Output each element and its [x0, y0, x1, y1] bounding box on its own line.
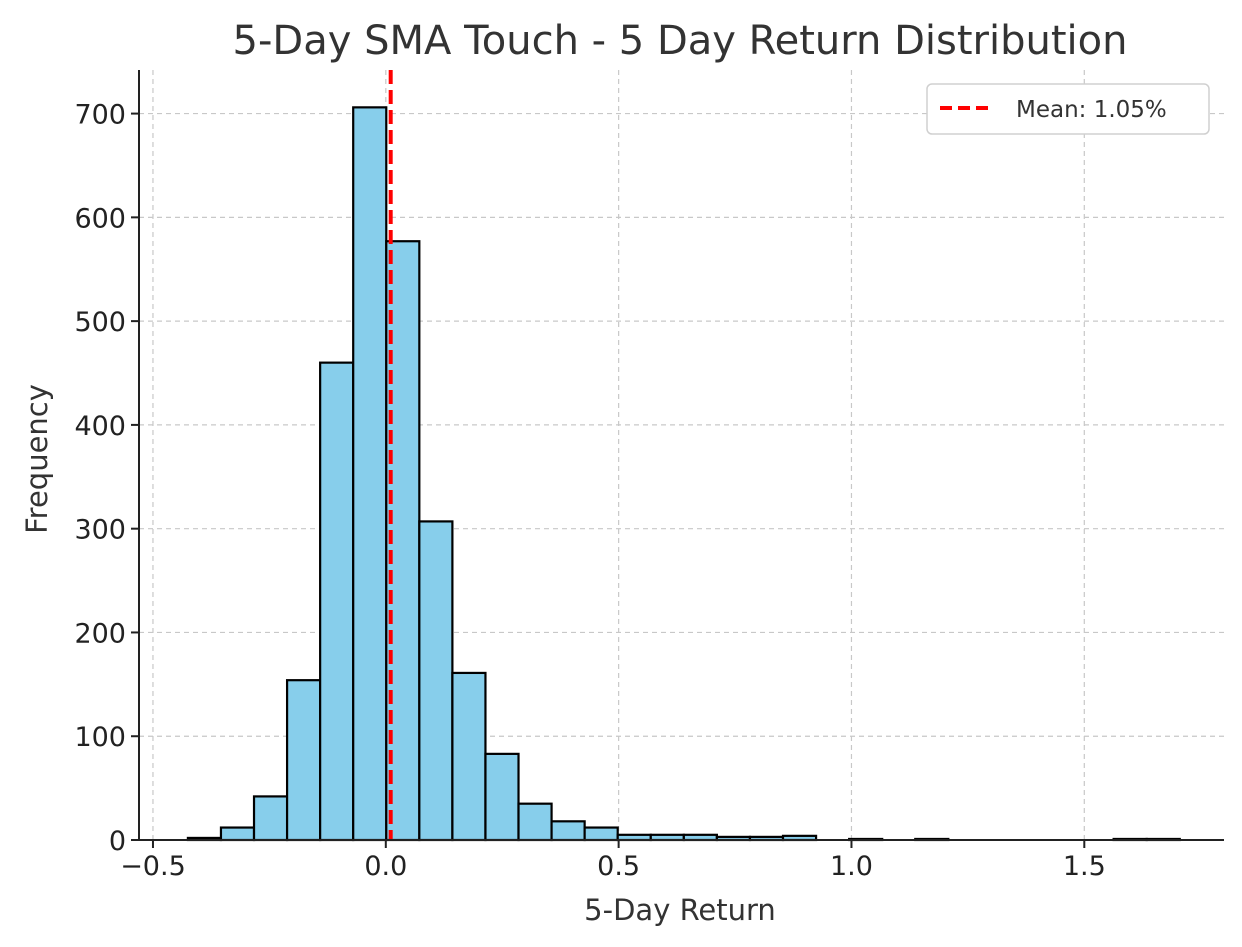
x-axis-label: 5-Day Return — [584, 893, 776, 927]
axes — [138, 70, 1224, 841]
histogram-bar — [517, 802, 553, 842]
y-tick-label: 500 — [74, 307, 126, 338]
histogram-bar — [252, 795, 289, 842]
ticks: −0.5 0.0 0.5 1.0 1.5 0 100 200 300 400 500 600 700 — [74, 100, 1105, 882]
histogram-bar — [550, 820, 586, 842]
histogram-bar — [285, 679, 322, 842]
histogram-bar — [418, 520, 454, 842]
legend-box — [926, 83, 1210, 135]
y-tick-label: 200 — [74, 618, 126, 649]
legend-mean-label: Mean: 1.05% — [1016, 97, 1167, 123]
histogram-bar — [451, 671, 487, 842]
y-axis-label: Frequency — [20, 384, 54, 534]
chart-title: 5-Day SMA Touch - 5 Day Return Distribut… — [233, 18, 1128, 64]
x-tick-label: 1.0 — [830, 851, 873, 882]
y-tick-label: 0 — [109, 826, 126, 857]
y-tick-label: 400 — [74, 411, 126, 442]
y-tick-label: 300 — [74, 515, 126, 546]
y-tick-label: 100 — [74, 722, 126, 753]
x-tick-label: 0.5 — [597, 851, 640, 882]
y-tick-label: 600 — [74, 203, 126, 234]
x-tick-label: 1.5 — [1063, 851, 1106, 882]
legend: Mean: 1.05% — [926, 83, 1210, 135]
y-tick-label: 700 — [74, 100, 126, 131]
histogram-bar — [484, 752, 520, 842]
histogram-bar — [219, 826, 256, 842]
x-tick-label: 0.0 — [364, 851, 407, 882]
histogram-bar — [352, 106, 388, 842]
histogram-bar — [319, 361, 355, 842]
histogram-bar — [583, 826, 619, 842]
x-tick-label: −0.5 — [120, 851, 186, 882]
